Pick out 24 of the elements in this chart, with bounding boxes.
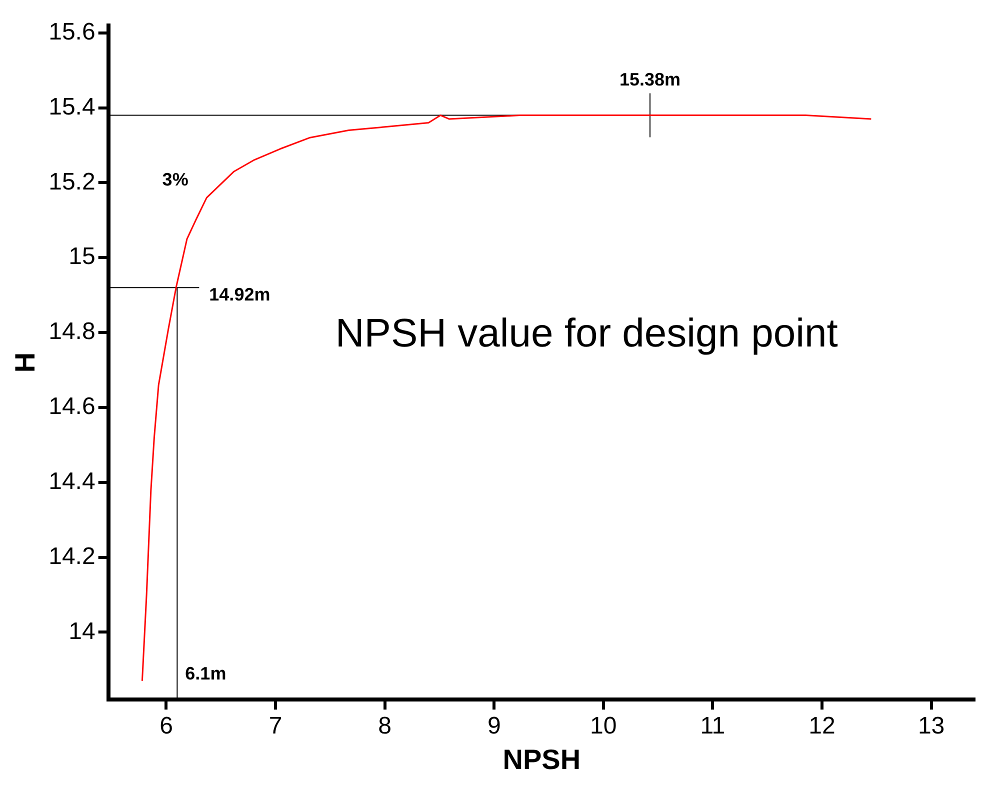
x-tick-label: 13 — [918, 712, 945, 740]
x-axis-title: NPSH — [502, 744, 581, 775]
y-axis-title: H — [10, 352, 41, 373]
y-tick-label: 15 — [68, 243, 96, 270]
y-tick-label: 14.4 — [48, 468, 96, 495]
x-tick-label: 8 — [378, 712, 392, 740]
x-tick-label: 9 — [487, 712, 501, 740]
ref-line-label: 15.38m — [619, 69, 681, 90]
x-tick-label: 6 — [160, 712, 173, 740]
y-tick-label: 15.2 — [48, 168, 96, 196]
x-tick-label: 10 — [590, 712, 617, 740]
ref-line-label: 14.92m — [209, 284, 270, 305]
y-tick-label: 14.2 — [48, 542, 96, 570]
annotation: 3% — [162, 169, 188, 190]
y-tick-label: 15.4 — [48, 93, 96, 120]
y-tick-label: 14 — [68, 618, 96, 645]
y-tick-label: 14.6 — [48, 393, 96, 420]
y-tick-label: 14.8 — [48, 318, 96, 346]
ref-line-label: 6.1m — [185, 664, 226, 684]
x-tick-label: 7 — [268, 712, 282, 740]
x-tick-label: 11 — [700, 712, 726, 740]
annotation: NPSH value for design point — [335, 312, 838, 356]
x-tick-label: 12 — [808, 712, 836, 740]
y-tick-label: 15.6 — [48, 18, 96, 46]
